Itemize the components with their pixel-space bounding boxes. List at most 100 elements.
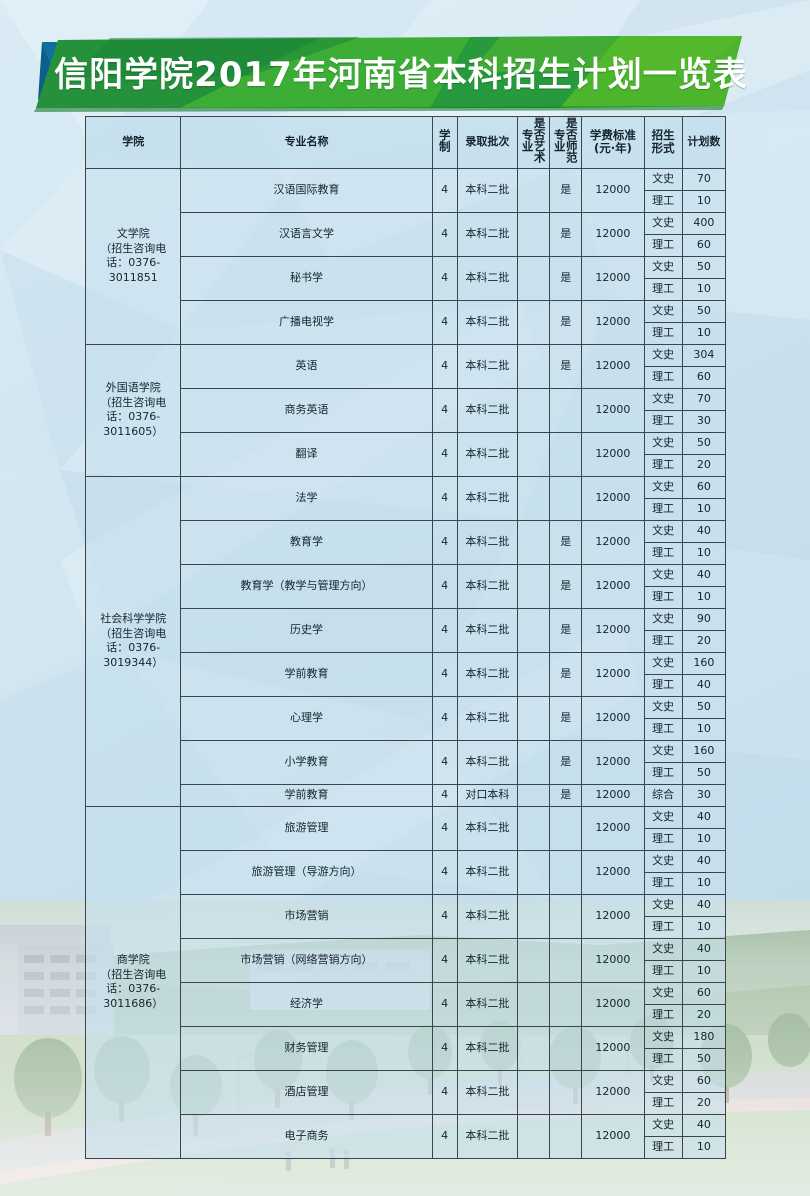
major-name-cell: 酒店管理 [180,1069,433,1115]
major-name-cell: 学前教育 [180,651,433,697]
batch-cell: 本科二批 [456,1069,519,1115]
table-row: 财务管理 4 本科二批 12000 文史 180 [86,1025,727,1071]
major-name-cell: 翻译 [180,431,433,477]
tuition-fee-cell: 12000 [581,893,645,939]
plan-count-cell: 10 [681,189,727,213]
normal-major-cell: 是 [549,299,583,345]
plan-count-cell: 10 [681,915,727,939]
college-name-line: 3011605） [103,425,164,439]
table-row: 小学教育 4 本科二批是 12000 文史 160 [86,739,727,785]
admission-form-cell: 文史 [643,431,683,455]
batch-cell: 本科二批 [456,475,519,521]
table-row: 理工 60 [86,365,727,389]
art-major-cell [516,299,551,345]
college-name-line: （招生咨询电 [100,626,167,640]
table-row: 理工 20 [86,453,727,477]
plan-count-cell: 10 [681,277,727,301]
admission-form-cell: 理工 [643,1003,683,1027]
admission-form-cell: 文史 [643,519,683,543]
normal-major-cell: 是 [549,651,583,697]
plan-count-cell: 50 [681,1047,727,1071]
art-major-cell [516,651,551,697]
normal-major-cell [549,1113,583,1159]
table-row: 学前教育 4 本科二批是 12000 文史 160 [86,651,727,697]
plan-count-cell: 10 [681,321,727,345]
major-name-cell: 广播电视学 [180,299,433,345]
major-name-cell: 市场营销（网络营销方向） [180,937,433,983]
normal-major-cell [549,893,583,939]
plan-count-cell: 10 [681,1135,727,1159]
normal-major-cell [549,1025,583,1071]
college-name-cell: 文学院 （招生咨询电 话：0376- 3011851 [84,167,182,345]
normal-major-cell [549,805,583,851]
years-cell: 4 [431,1025,458,1071]
plan-count-cell: 40 [681,519,727,543]
admission-form-cell: 文史 [643,387,683,411]
art-major-cell [516,1113,551,1159]
art-major-cell [516,805,551,851]
admission-form-cell: 文史 [643,211,683,235]
column-header-form-line2: 形式 [651,141,675,156]
admission-form-cell: 理工 [643,189,683,213]
admission-form-cell: 文史 [643,167,683,191]
batch-cell: 本科二批 [456,739,519,785]
art-major-cell [516,211,551,257]
tuition-fee-cell: 12000 [581,211,645,257]
plan-count-cell: 400 [681,211,727,235]
years-cell: 4 [431,739,458,785]
admission-form-cell: 文史 [643,1069,683,1093]
admission-form-cell: 文史 [643,805,683,829]
batch-cell: 本科二批 [456,255,519,301]
admission-form-cell: 文史 [643,739,683,763]
college-name-line: 3011686） [103,997,164,1011]
column-header-batch: 录取批次 [456,116,519,169]
college-name-line: 话：0376- [106,641,161,655]
plan-count-cell: 10 [681,541,727,565]
major-name-cell: 学前教育 [180,783,433,807]
tuition-fee-cell: 12000 [581,431,645,477]
college-name-line: 话：0376- [106,410,161,424]
tuition-fee-cell: 12000 [581,475,645,521]
years-cell: 4 [431,849,458,895]
admission-form-cell: 理工 [643,277,683,301]
admission-form-cell: 理工 [643,497,683,521]
years-cell: 4 [431,1113,458,1159]
years-cell: 4 [431,211,458,257]
plan-count-cell: 160 [681,739,727,763]
admission-form-cell: 理工 [643,959,683,983]
table-row: 理工 10 [86,321,727,345]
admission-form-cell: 文史 [643,1025,683,1049]
admission-form-cell: 文史 [643,299,683,323]
college-name-cell: 社会科学学院 （招生咨询电 话：0376- 3019344） [84,475,182,807]
batch-cell: 本科二批 [456,167,519,213]
column-header-plan: 计划数 [681,116,727,169]
art-major-cell [516,849,551,895]
plan-count-cell: 30 [681,409,727,433]
column-header-normal-text: 是否师范专业 [552,117,579,163]
major-name-cell: 英语 [180,343,433,389]
admission-form-cell: 理工 [643,629,683,653]
batch-cell: 本科二批 [456,651,519,697]
art-major-cell [516,783,551,807]
plan-count-cell: 40 [681,893,727,917]
art-major-cell [516,1069,551,1115]
years-cell: 4 [431,343,458,389]
tuition-fee-cell: 12000 [581,937,645,983]
major-name-cell: 历史学 [180,607,433,653]
normal-major-cell: 是 [549,519,583,565]
column-header-fee: 学费标准 (元·年) [581,116,645,169]
major-name-cell: 旅游管理 [180,805,433,851]
plan-count-cell: 20 [681,629,727,653]
plan-count-cell: 20 [681,1091,727,1115]
college-name-line: 社会科学学院 [100,611,167,625]
tuition-fee-cell: 12000 [581,167,645,213]
major-name-cell: 财务管理 [180,1025,433,1071]
table-row: 社会科学学院 （招生咨询电 话：0376- 3019344） 法学 4 本科二批 12000 文… [84,475,727,807]
table-header-row: 学院 专业名称 学制 录取批次 是否艺术专业 是否师范专业 学费标准 (元·年)… [84,116,727,169]
table-row: 理工 10 [86,915,727,939]
admission-form-cell: 文史 [643,475,683,499]
college-name-line: 外国语学院 [105,380,161,394]
major-name-cell: 商务英语 [180,387,433,433]
tuition-fee-cell: 12000 [581,1113,645,1159]
normal-major-cell [549,1069,583,1115]
